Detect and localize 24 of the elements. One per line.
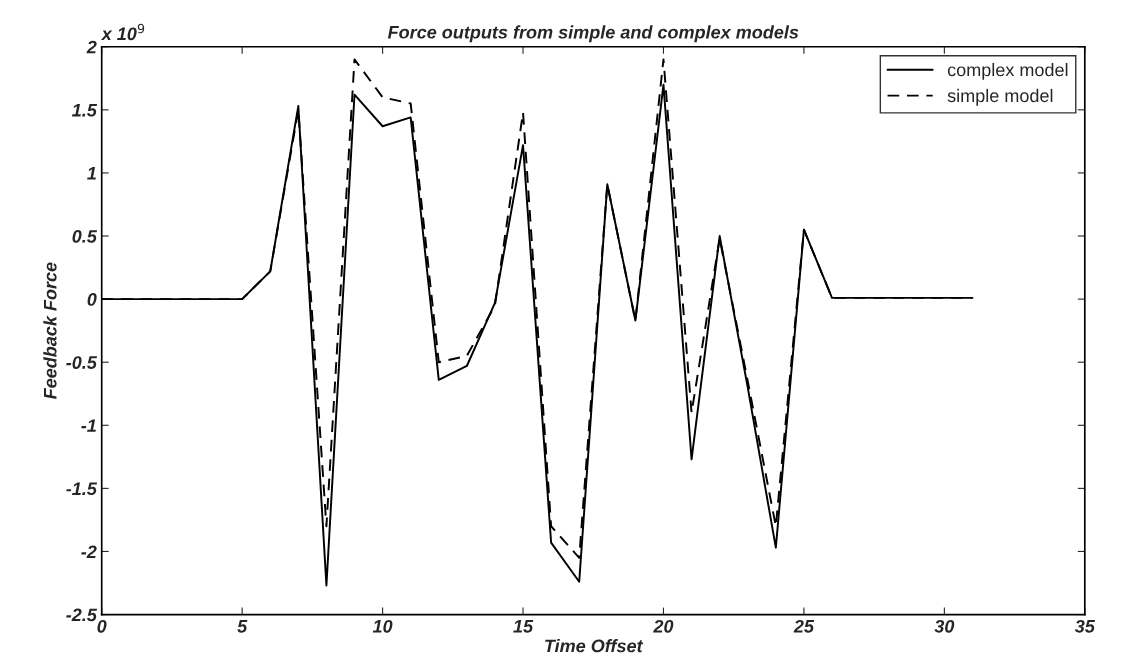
x-axis-title: Time Offset (545, 639, 644, 653)
y-tick-label: 1.5 (72, 103, 98, 117)
y-tick-label: -2 (81, 545, 97, 559)
y-axis-title: Feedback Force (43, 262, 57, 400)
y-tick-label: -0.5 (66, 356, 98, 369)
x-tick-label: 15 (513, 620, 534, 633)
x-tick-label: 20 (653, 619, 674, 633)
x-tick-label: 10 (372, 619, 393, 633)
chart-title: Force outputs from simple and complex models (387, 25, 799, 43)
y-tick-label: 1 (87, 167, 96, 180)
x-tick-label: 5 (237, 620, 248, 633)
y-tick-label: -1 (81, 419, 96, 432)
legend-label: complex model (947, 63, 1068, 80)
x-tick-label: 30 (934, 619, 955, 633)
x-tick-label: 0 (97, 619, 107, 633)
x-tick-label: 25 (793, 619, 815, 633)
y-tick-label: 0.5 (72, 229, 98, 243)
text: x 10$^{9}$ (100, 23, 145, 41)
y-tick-label: -2.5 (66, 608, 98, 622)
x-tick-label: 35 (1074, 619, 1096, 633)
y-tick-label: 2 (86, 40, 97, 54)
y-tick-label: -1.5 (66, 482, 98, 496)
legend-label: simple model (947, 88, 1053, 106)
y-tick-label: 0 (87, 293, 97, 306)
